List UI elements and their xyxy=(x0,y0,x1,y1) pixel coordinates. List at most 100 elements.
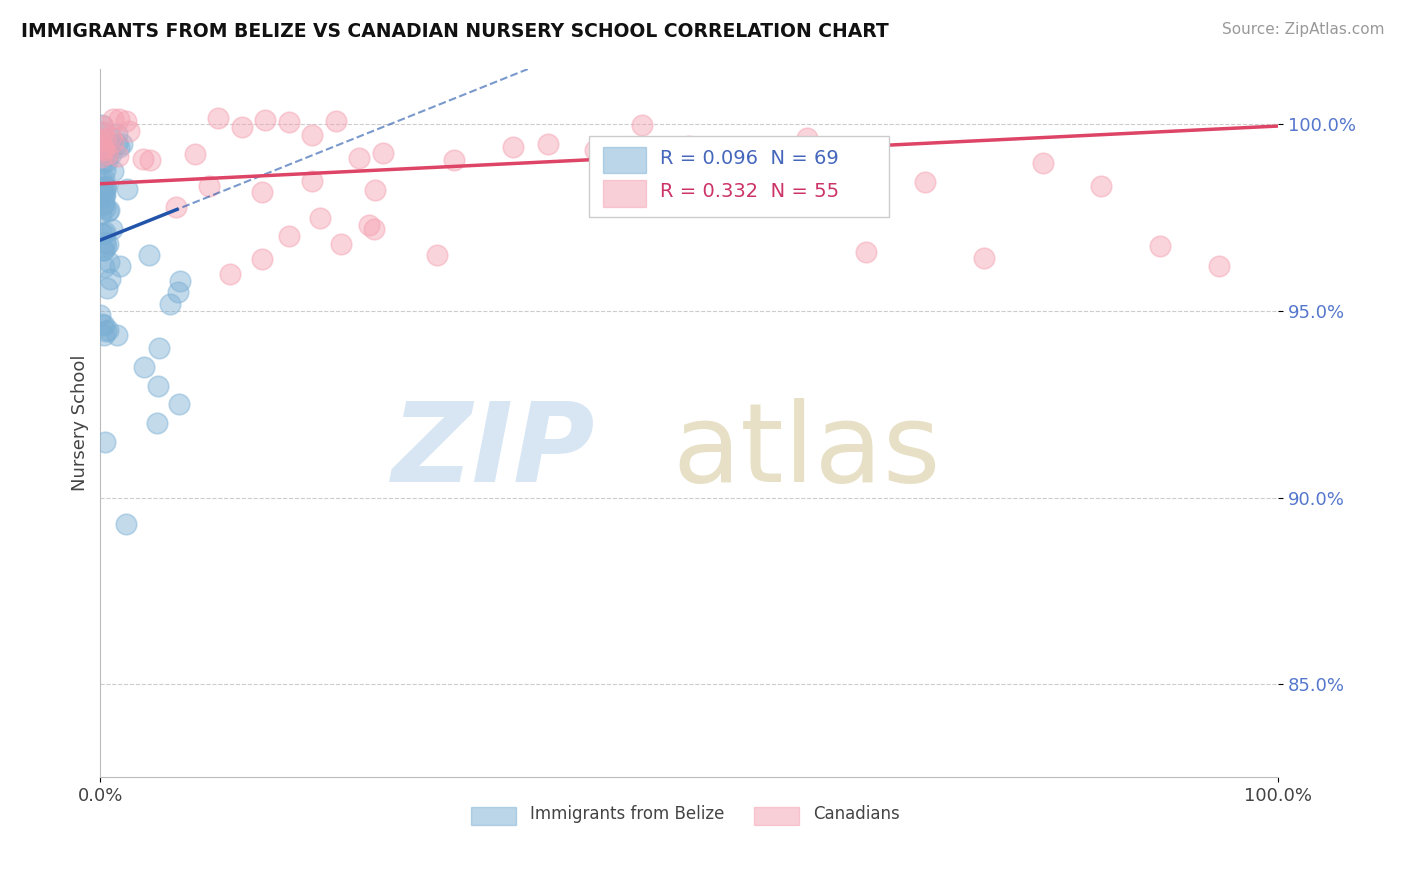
Point xyxy=(169,274,191,288)
Point xyxy=(914,176,936,190)
Point xyxy=(98,202,121,217)
Point xyxy=(94,201,117,215)
Text: Immigrants from Belize: Immigrants from Belize xyxy=(530,805,724,823)
Point xyxy=(93,318,115,332)
Text: Canadians: Canadians xyxy=(813,805,900,823)
Point xyxy=(197,178,219,193)
Point xyxy=(94,225,117,239)
Bar xyxy=(471,807,516,825)
Point xyxy=(357,219,380,233)
Point xyxy=(100,130,122,145)
Point xyxy=(1090,178,1112,193)
Point xyxy=(114,114,136,128)
Point xyxy=(631,118,654,132)
FancyBboxPatch shape xyxy=(589,136,890,218)
Point xyxy=(93,188,115,202)
Point xyxy=(301,128,323,142)
Point xyxy=(502,140,524,154)
Point xyxy=(325,113,347,128)
Point xyxy=(93,143,115,157)
Point xyxy=(1149,238,1171,252)
Y-axis label: Nursery School: Nursery School xyxy=(72,355,89,491)
Point xyxy=(90,207,112,221)
Point xyxy=(207,112,229,126)
Text: IMMIGRANTS FROM BELIZE VS CANADIAN NURSERY SCHOOL CORRELATION CHART: IMMIGRANTS FROM BELIZE VS CANADIAN NURSE… xyxy=(21,22,889,41)
Point xyxy=(93,434,115,449)
Point xyxy=(94,239,117,253)
Point xyxy=(91,244,114,258)
Point xyxy=(309,211,332,225)
Point xyxy=(148,342,170,356)
Point xyxy=(90,184,112,198)
Point xyxy=(90,150,112,164)
Point xyxy=(254,112,277,127)
Point xyxy=(91,141,114,155)
Point xyxy=(107,149,129,163)
Point xyxy=(103,163,125,178)
Bar xyxy=(603,146,645,173)
Point xyxy=(145,416,167,430)
Point xyxy=(93,171,115,186)
Point xyxy=(93,187,115,202)
Point xyxy=(100,131,122,145)
Point xyxy=(93,327,115,342)
Point xyxy=(678,138,700,153)
Point xyxy=(105,328,128,343)
Point xyxy=(114,516,136,531)
Point xyxy=(98,255,121,269)
Point xyxy=(94,235,117,249)
Point xyxy=(363,222,385,236)
Text: atlas: atlas xyxy=(672,398,941,505)
Point xyxy=(277,114,299,128)
Point xyxy=(165,200,187,214)
Point xyxy=(94,179,117,194)
Point xyxy=(97,148,120,162)
Point xyxy=(93,186,115,201)
Point xyxy=(91,198,114,212)
Point xyxy=(90,133,112,147)
Point xyxy=(94,135,117,149)
Point xyxy=(93,182,115,196)
Point xyxy=(1032,156,1054,170)
Point xyxy=(93,182,115,196)
Point xyxy=(108,140,131,154)
Point xyxy=(94,131,117,145)
Point xyxy=(94,145,117,159)
Point xyxy=(93,243,115,257)
Point xyxy=(183,146,205,161)
Point xyxy=(94,324,117,338)
Point xyxy=(103,112,125,126)
Point xyxy=(218,267,240,281)
Point xyxy=(96,153,118,168)
Point xyxy=(89,308,111,322)
Point xyxy=(118,124,141,138)
Point xyxy=(796,130,818,145)
Point xyxy=(167,397,190,411)
Point xyxy=(90,226,112,240)
Point xyxy=(93,227,115,241)
Point xyxy=(97,323,120,337)
Point xyxy=(105,137,128,152)
Point xyxy=(98,272,121,286)
Point xyxy=(93,260,115,274)
Point xyxy=(96,147,118,161)
Point xyxy=(110,136,132,151)
Point xyxy=(1208,259,1230,273)
Point xyxy=(426,248,449,262)
Point xyxy=(117,182,139,196)
Point xyxy=(329,236,352,251)
Point xyxy=(91,134,114,148)
Point xyxy=(349,151,371,165)
Text: ZIP: ZIP xyxy=(391,398,595,505)
Point xyxy=(91,118,114,132)
Point xyxy=(98,137,121,152)
Point xyxy=(167,285,190,300)
Point xyxy=(91,125,114,139)
Point xyxy=(537,137,560,152)
Point xyxy=(91,119,114,133)
Point xyxy=(737,142,759,156)
Point xyxy=(93,162,115,177)
Point xyxy=(139,153,162,168)
Point xyxy=(100,146,122,161)
Point xyxy=(101,222,124,236)
